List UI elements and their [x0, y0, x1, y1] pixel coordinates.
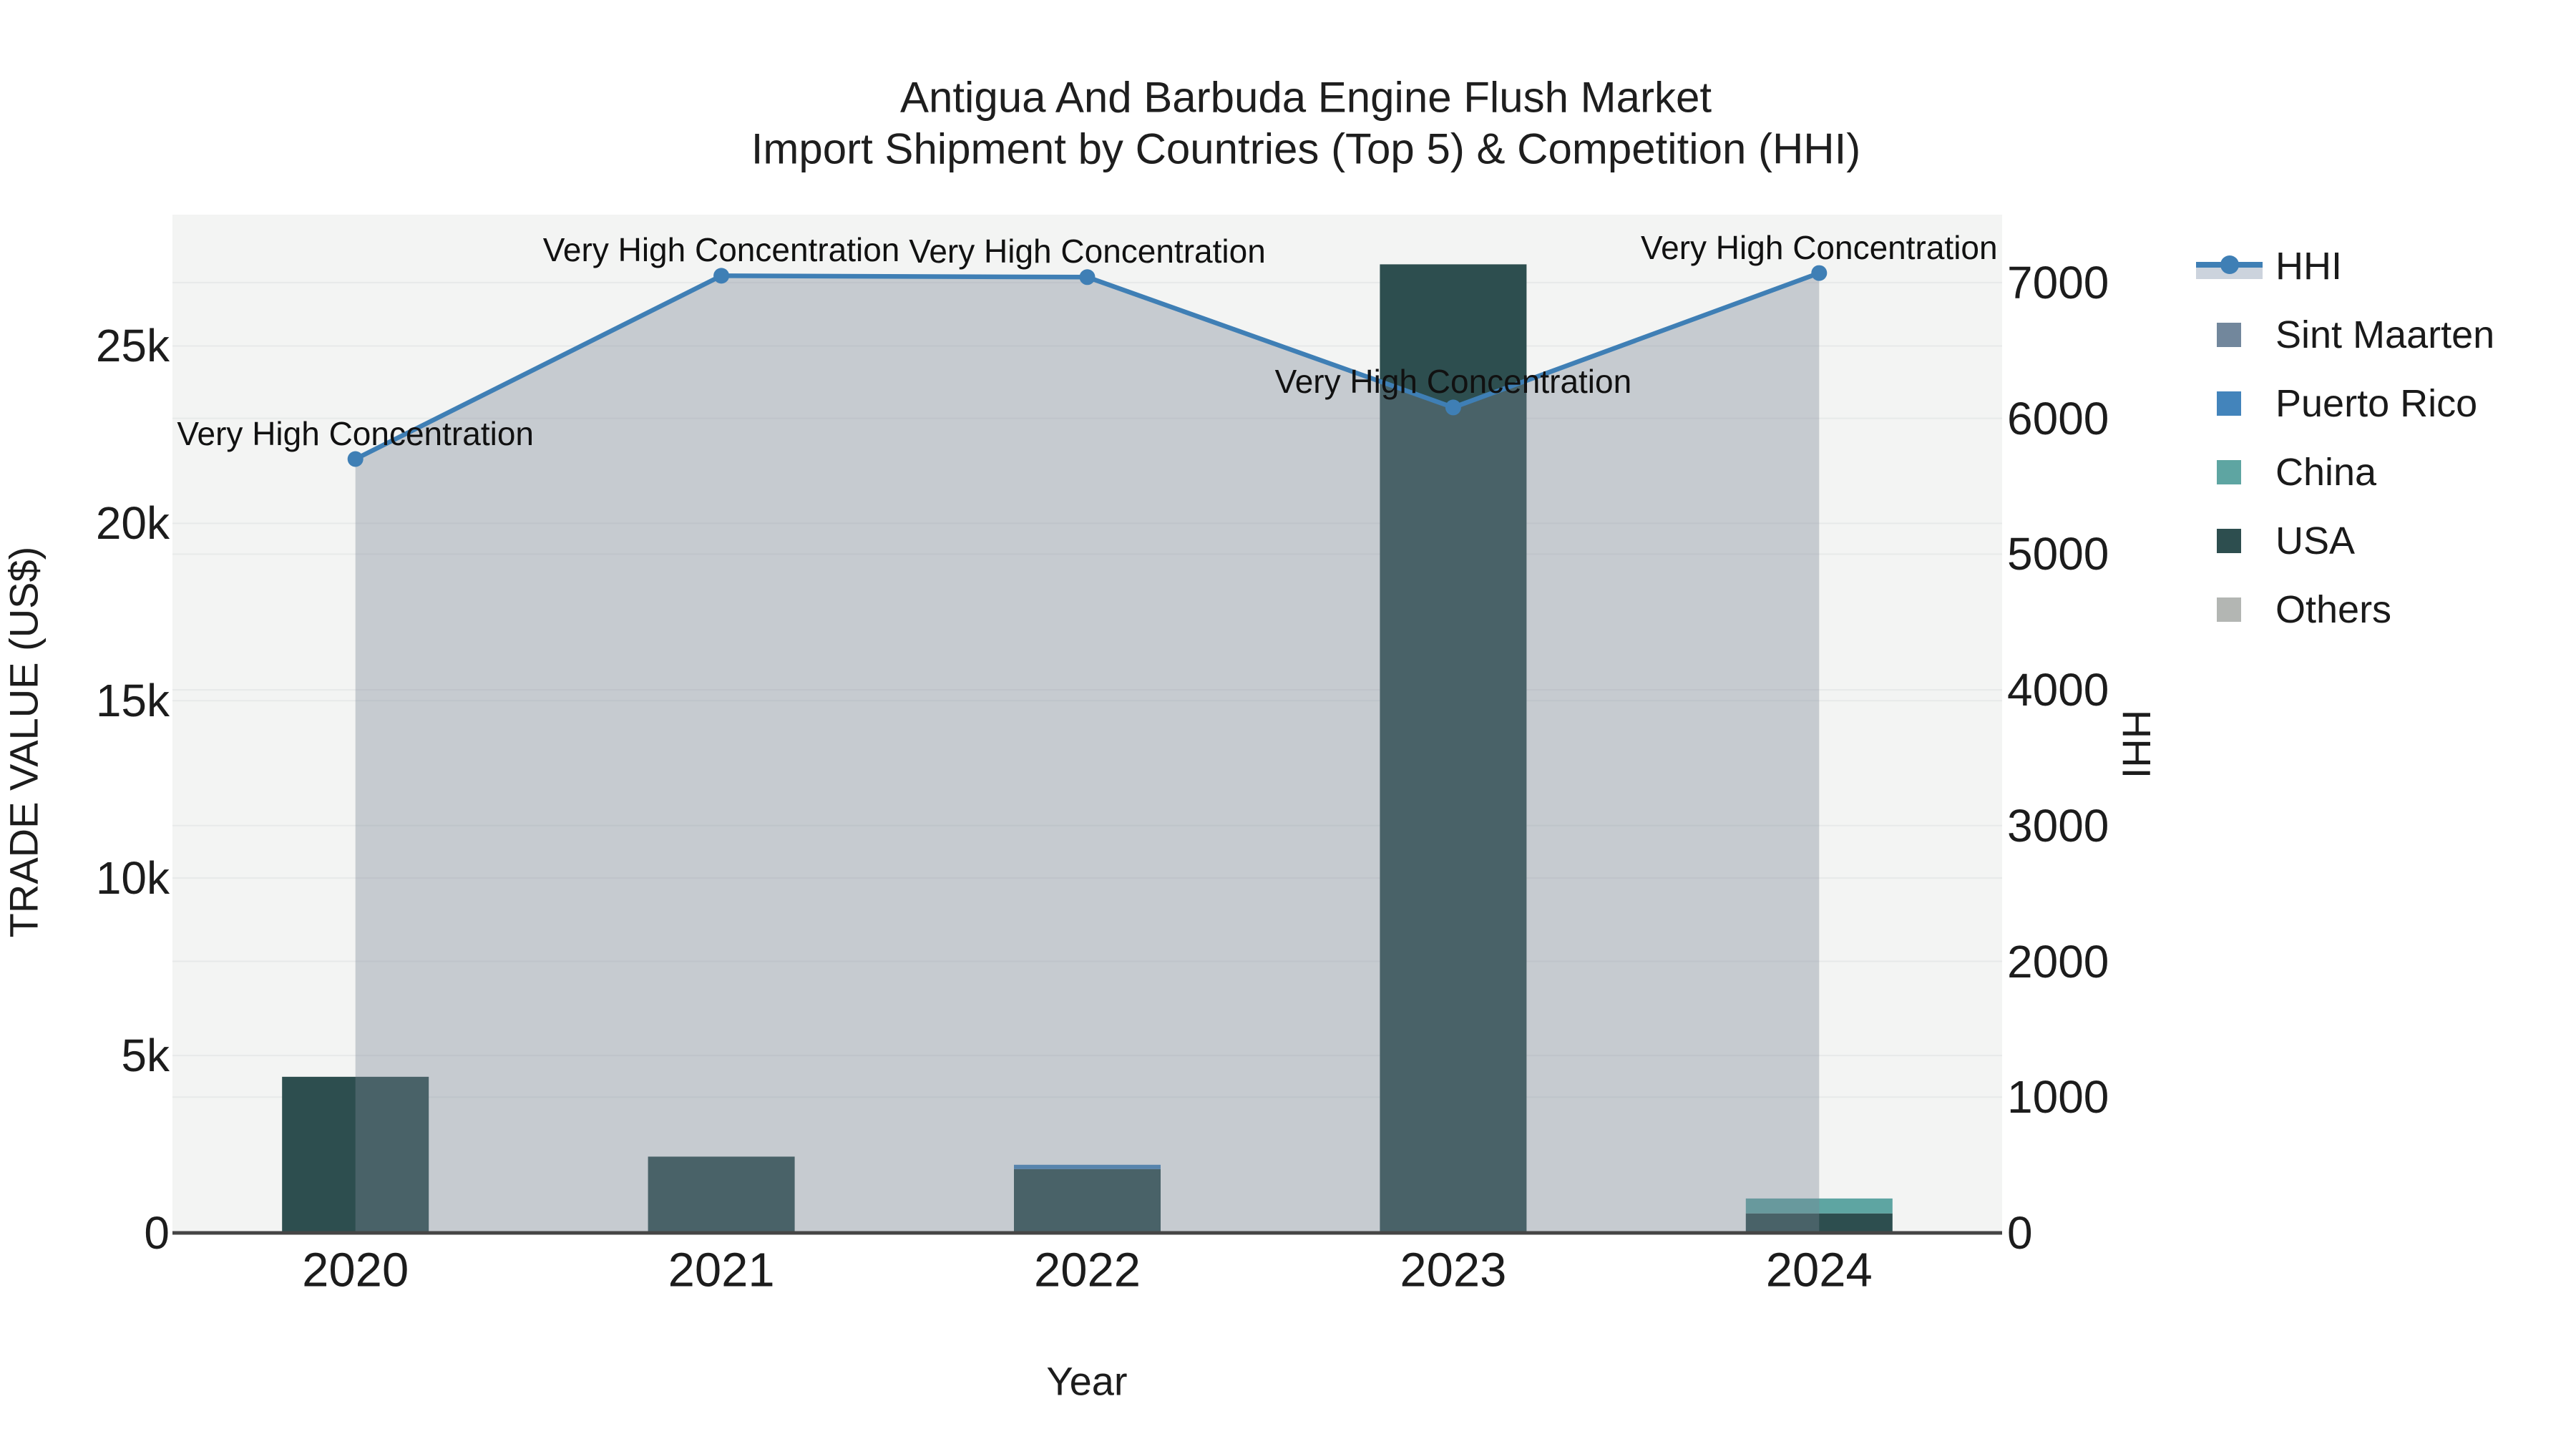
right-tick-label: 4000 [2007, 664, 2109, 716]
legend-item-sint-maarten[interactable]: Sint Maarten [2196, 301, 2494, 369]
year-tick-label: 2022 [1033, 1243, 1141, 1297]
left-axis-title: TRADE VALUE (US$) [1, 546, 47, 938]
legend-label: USA [2275, 519, 2356, 562]
legend-item-usa[interactable]: USA [2196, 507, 2494, 575]
right-tick-label: 5000 [2007, 528, 2109, 580]
hhi-annotation: Very High Concentration [177, 414, 534, 452]
hhi-annotation: Very High Concentration [1640, 228, 1998, 266]
chart-title-line2: Import Shipment by Countries (Top 5) & C… [751, 125, 1861, 173]
legend-item-hhi[interactable]: HHI [2196, 232, 2494, 301]
chart-title-line1: Antigua And Barbuda Engine Flush Market [899, 73, 1712, 122]
legend: HHI Sint Maarten Puerto Rico China USA Others [2196, 232, 2494, 644]
legend-label: HHI [2275, 245, 2342, 288]
legend-swatch-puerto-rico [2217, 391, 2241, 416]
legend-label: Puerto Rico [2275, 382, 2478, 425]
year-tick-label: 2021 [668, 1243, 775, 1297]
x-axis-title: Year [1046, 1358, 1128, 1404]
bar-segment-usa[interactable] [1745, 1213, 1893, 1233]
bar-segment-usa[interactable] [1380, 264, 1527, 1233]
hhi-marker[interactable] [1079, 269, 1096, 286]
hhi-marker[interactable] [713, 268, 730, 284]
legend-item-others[interactable]: Others [2196, 575, 2494, 644]
legend-swatch-sint-maarten [2217, 323, 2241, 347]
bar-segment-china[interactable] [1745, 1198, 1893, 1214]
hhi-annotation: Very High Concentration [1274, 363, 1632, 401]
left-tick-label: 10k [95, 852, 170, 904]
hhi-annotation: Very High Concentration [909, 233, 1266, 270]
legend-swatch-others [2217, 597, 2241, 622]
right-axis-title: HHI [2114, 709, 2160, 779]
legend-label: China [2275, 451, 2377, 494]
legend-item-china[interactable]: China [2196, 438, 2494, 507]
plot-background [172, 215, 2002, 1233]
legend-swatch-china [2217, 460, 2241, 484]
year-tick-label: 2023 [1400, 1243, 1507, 1297]
left-tick-label: 0 [144, 1207, 170, 1259]
legend-label: Sint Maarten [2275, 313, 2495, 356]
hhi-marker[interactable] [1811, 265, 1828, 281]
hhi-area-fill [355, 273, 1820, 1233]
right-tick-label: 1000 [2007, 1071, 2109, 1123]
legend-hhi-marker-swatch [2220, 255, 2239, 274]
left-tick-label: 25k [95, 320, 170, 372]
right-tick-label: 7000 [2007, 256, 2109, 308]
legend-hhi-line-sample [2196, 250, 2263, 282]
hhi-annotation: Very High Concentration [542, 231, 900, 269]
legend-swatch-usa [2217, 529, 2241, 553]
right-tick-label: 2000 [2007, 935, 2109, 987]
year-tick-label: 2024 [1765, 1243, 1873, 1297]
bar-segment-usa[interactable] [648, 1156, 795, 1233]
left-tick-label: 5k [121, 1030, 170, 1082]
right-tick-label: 6000 [2007, 392, 2109, 444]
bar-segment-usa[interactable] [282, 1076, 429, 1233]
year-tick-label: 2020 [302, 1243, 409, 1297]
bar-segment-puerto-rico[interactable] [1014, 1164, 1161, 1169]
hhi-marker[interactable] [347, 451, 364, 467]
legend-label: Others [2275, 588, 2392, 631]
left-tick-label: 15k [95, 675, 170, 727]
bar-segment-usa[interactable] [1014, 1169, 1161, 1233]
legend-item-puerto-rico[interactable]: Puerto Rico [2196, 369, 2494, 438]
hhi-marker[interactable] [1445, 399, 1461, 416]
left-tick-label: 20k [95, 497, 170, 550]
right-tick-label: 0 [2007, 1207, 2033, 1259]
right-tick-label: 3000 [2007, 799, 2109, 852]
